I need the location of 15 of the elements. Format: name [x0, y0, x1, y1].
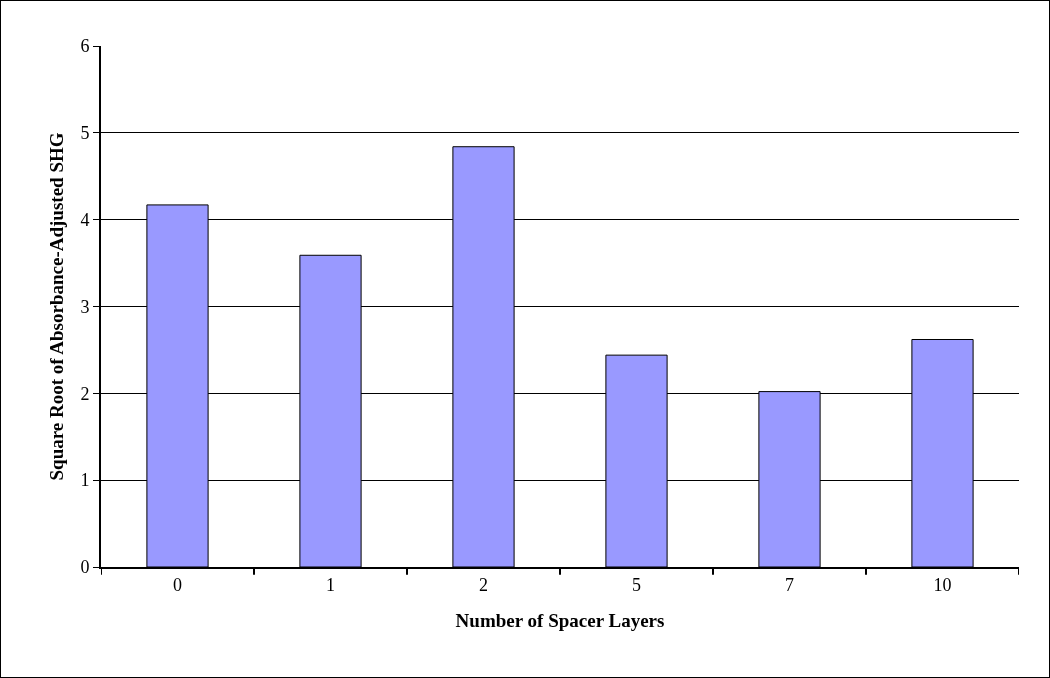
y-tick-label: 2: [80, 383, 90, 404]
y-tick-label: 1: [80, 470, 90, 491]
x-tick-label: 7: [785, 574, 794, 595]
x-tick-label: 10: [933, 574, 952, 595]
y-tick-label: 0: [80, 557, 90, 578]
y-axis-title: Square Root of Absorbance-Adjusted SHG: [45, 132, 67, 481]
x-axis-title: Number of Spacer Layers: [455, 609, 665, 631]
y-tick-label: 6: [80, 36, 90, 57]
x-tick-label: 0: [173, 574, 182, 595]
x-tick-label: 1: [326, 574, 335, 595]
y-tick-label: 3: [80, 296, 90, 317]
x-tick-label: 5: [632, 574, 641, 595]
y-tick-label: 4: [80, 209, 90, 230]
y-tick-label: 5: [80, 123, 90, 144]
x-tick-label: 2: [479, 574, 488, 595]
